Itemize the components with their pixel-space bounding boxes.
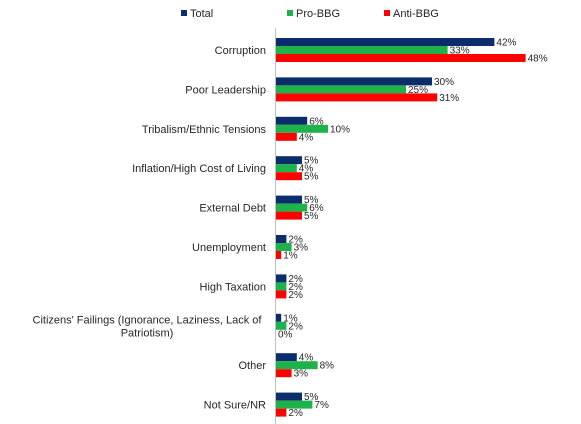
- legend-swatch-anti-bbg: [384, 10, 390, 16]
- bar-other-pro-bbg: [276, 361, 318, 370]
- bar-tribalism-ethnic-tensions-total: [276, 116, 308, 125]
- value-label-unemployment-pro-bbg: 3%: [294, 243, 309, 254]
- bar-other-total: [276, 353, 297, 362]
- legend-swatch-pro-bbg: [287, 10, 293, 16]
- bars: [276, 38, 526, 417]
- bar-unemployment-pro-bbg: [276, 243, 292, 251]
- bar-inflation-high-cost-of-living-pro-bbg: [276, 164, 297, 173]
- bar-high-taxation-pro-bbg: [276, 282, 287, 291]
- value-label-other-anti-bbg: 3%: [294, 369, 309, 380]
- bar-tribalism-ethnic-tensions-pro-bbg: [276, 124, 328, 133]
- value-label-inflation-high-cost-of-living-anti-bbg: 5%: [304, 172, 319, 183]
- bar-external-debt-total: [276, 195, 302, 204]
- category-label-unemployment: Unemployment: [192, 242, 266, 254]
- bar-poor-leadership-total: [276, 77, 432, 86]
- value-label-not-sure-nr-total: 5%: [304, 392, 319, 403]
- bar-citizens-failings-ignorance-laziness-lack-of-total: [276, 313, 282, 322]
- bar-external-debt-pro-bbg: [276, 203, 308, 212]
- bar-tribalism-ethnic-tensions-anti-bbg: [276, 132, 297, 141]
- value-label-high-taxation-total: 2%: [288, 274, 303, 285]
- legend-label-pro-bbg: Pro-BBG: [296, 8, 340, 20]
- value-label-tribalism-ethnic-tensions-pro-bbg: 10%: [330, 124, 350, 135]
- bar-not-sure-nr-pro-bbg: [276, 400, 313, 409]
- legend-label-anti-bbg: Anti-BBG: [393, 8, 439, 20]
- category-label-external-debt: External Debt: [199, 203, 266, 215]
- value-label-unemployment-total: 2%: [288, 235, 303, 246]
- category-label-citizens-failings-ignorance-laziness-lack-of-line-2: Patriotism): [121, 327, 174, 339]
- value-label-inflation-high-cost-of-living-total: 5%: [304, 156, 319, 167]
- bar-unemployment-total: [276, 235, 287, 243]
- value-label-high-taxation-pro-bbg: 2%: [288, 282, 303, 293]
- value-label-external-debt-anti-bbg: 5%: [304, 211, 319, 222]
- bar-not-sure-nr-anti-bbg: [276, 408, 287, 417]
- bar-unemployment-anti-bbg: [276, 251, 282, 259]
- value-label-poor-leadership-pro-bbg: 25%: [408, 85, 428, 96]
- value-label-unemployment-anti-bbg: 1%: [283, 251, 298, 262]
- bar-other-anti-bbg: [276, 369, 292, 378]
- value-label-external-debt-total: 5%: [304, 195, 319, 206]
- bar-high-taxation-anti-bbg: [276, 290, 287, 299]
- value-label-tribalism-ethnic-tensions-total: 6%: [309, 116, 324, 127]
- value-label-citizens-failings-ignorance-laziness-lack-of-total: 1%: [283, 313, 298, 324]
- value-label-corruption-pro-bbg: 33%: [450, 46, 470, 57]
- category-label-poor-leadership: Poor Leadership: [185, 84, 266, 96]
- bar-citizens-failings-ignorance-laziness-lack-of-pro-bbg: [276, 321, 287, 330]
- value-label-not-sure-nr-anti-bbg: 2%: [288, 408, 303, 419]
- bar-corruption-anti-bbg: [276, 54, 526, 62]
- value-label-inflation-high-cost-of-living-pro-bbg: 4%: [299, 164, 314, 175]
- bar-poor-leadership-anti-bbg: [276, 93, 438, 102]
- category-labels: Corruption Poor Leadership Tribalism/Ethni…: [33, 45, 267, 412]
- category-label-high-taxation: High Taxation: [200, 281, 266, 293]
- category-label-corruption: Corruption: [215, 45, 266, 57]
- category-label-tribalism-ethnic-tensions: Tribalism/Ethnic Tensions: [142, 124, 267, 136]
- value-label-high-taxation-anti-bbg: 2%: [288, 290, 303, 301]
- value-label-corruption-anti-bbg: 48%: [528, 54, 548, 65]
- legend-swatch-total: [181, 10, 187, 16]
- category-label-not-sure-nr: Not Sure/NR: [204, 400, 266, 412]
- value-label-poor-leadership-total: 30%: [434, 77, 454, 88]
- value-label-other-pro-bbg: 8%: [320, 361, 335, 372]
- bar-inflation-high-cost-of-living-anti-bbg: [276, 172, 302, 181]
- value-label-other-total: 4%: [299, 353, 314, 364]
- value-label-tribalism-ethnic-tensions-anti-bbg: 4%: [299, 132, 314, 143]
- legend: Total Pro-BBG Anti-BBG: [181, 8, 439, 20]
- bar-corruption-pro-bbg: [276, 46, 448, 54]
- category-label-inflation-high-cost-of-living: Inflation/High Cost of Living: [132, 163, 266, 175]
- category-label-other: Other: [238, 360, 266, 372]
- category-label-citizens-failings-ignorance-laziness-lack-of-line-1: Citizens' Failings (Ignorance, Laziness,…: [33, 314, 263, 326]
- value-label-external-debt-pro-bbg: 6%: [309, 203, 324, 214]
- bar-corruption-total: [276, 38, 495, 46]
- value-label-corruption-total: 42%: [496, 38, 516, 49]
- bar-external-debt-anti-bbg: [276, 211, 302, 220]
- value-label-poor-leadership-anti-bbg: 31%: [439, 93, 459, 104]
- value-label-citizens-failings-ignorance-laziness-lack-of-pro-bbg: 2%: [288, 321, 303, 332]
- bar-high-taxation-total: [276, 274, 287, 283]
- bar-not-sure-nr-total: [276, 392, 302, 401]
- bar-poor-leadership-pro-bbg: [276, 85, 406, 94]
- value-label-citizens-failings-ignorance-laziness-lack-of-anti-bbg: 0%: [278, 329, 293, 340]
- value-labels: 42%33%48%30%25%31%6%10%4%5%4%5%5%6%5%2%3…: [278, 38, 548, 420]
- value-label-not-sure-nr-pro-bbg: 7%: [314, 400, 329, 411]
- legend-label-total: Total: [190, 8, 213, 20]
- bar-inflation-high-cost-of-living-total: [276, 156, 302, 165]
